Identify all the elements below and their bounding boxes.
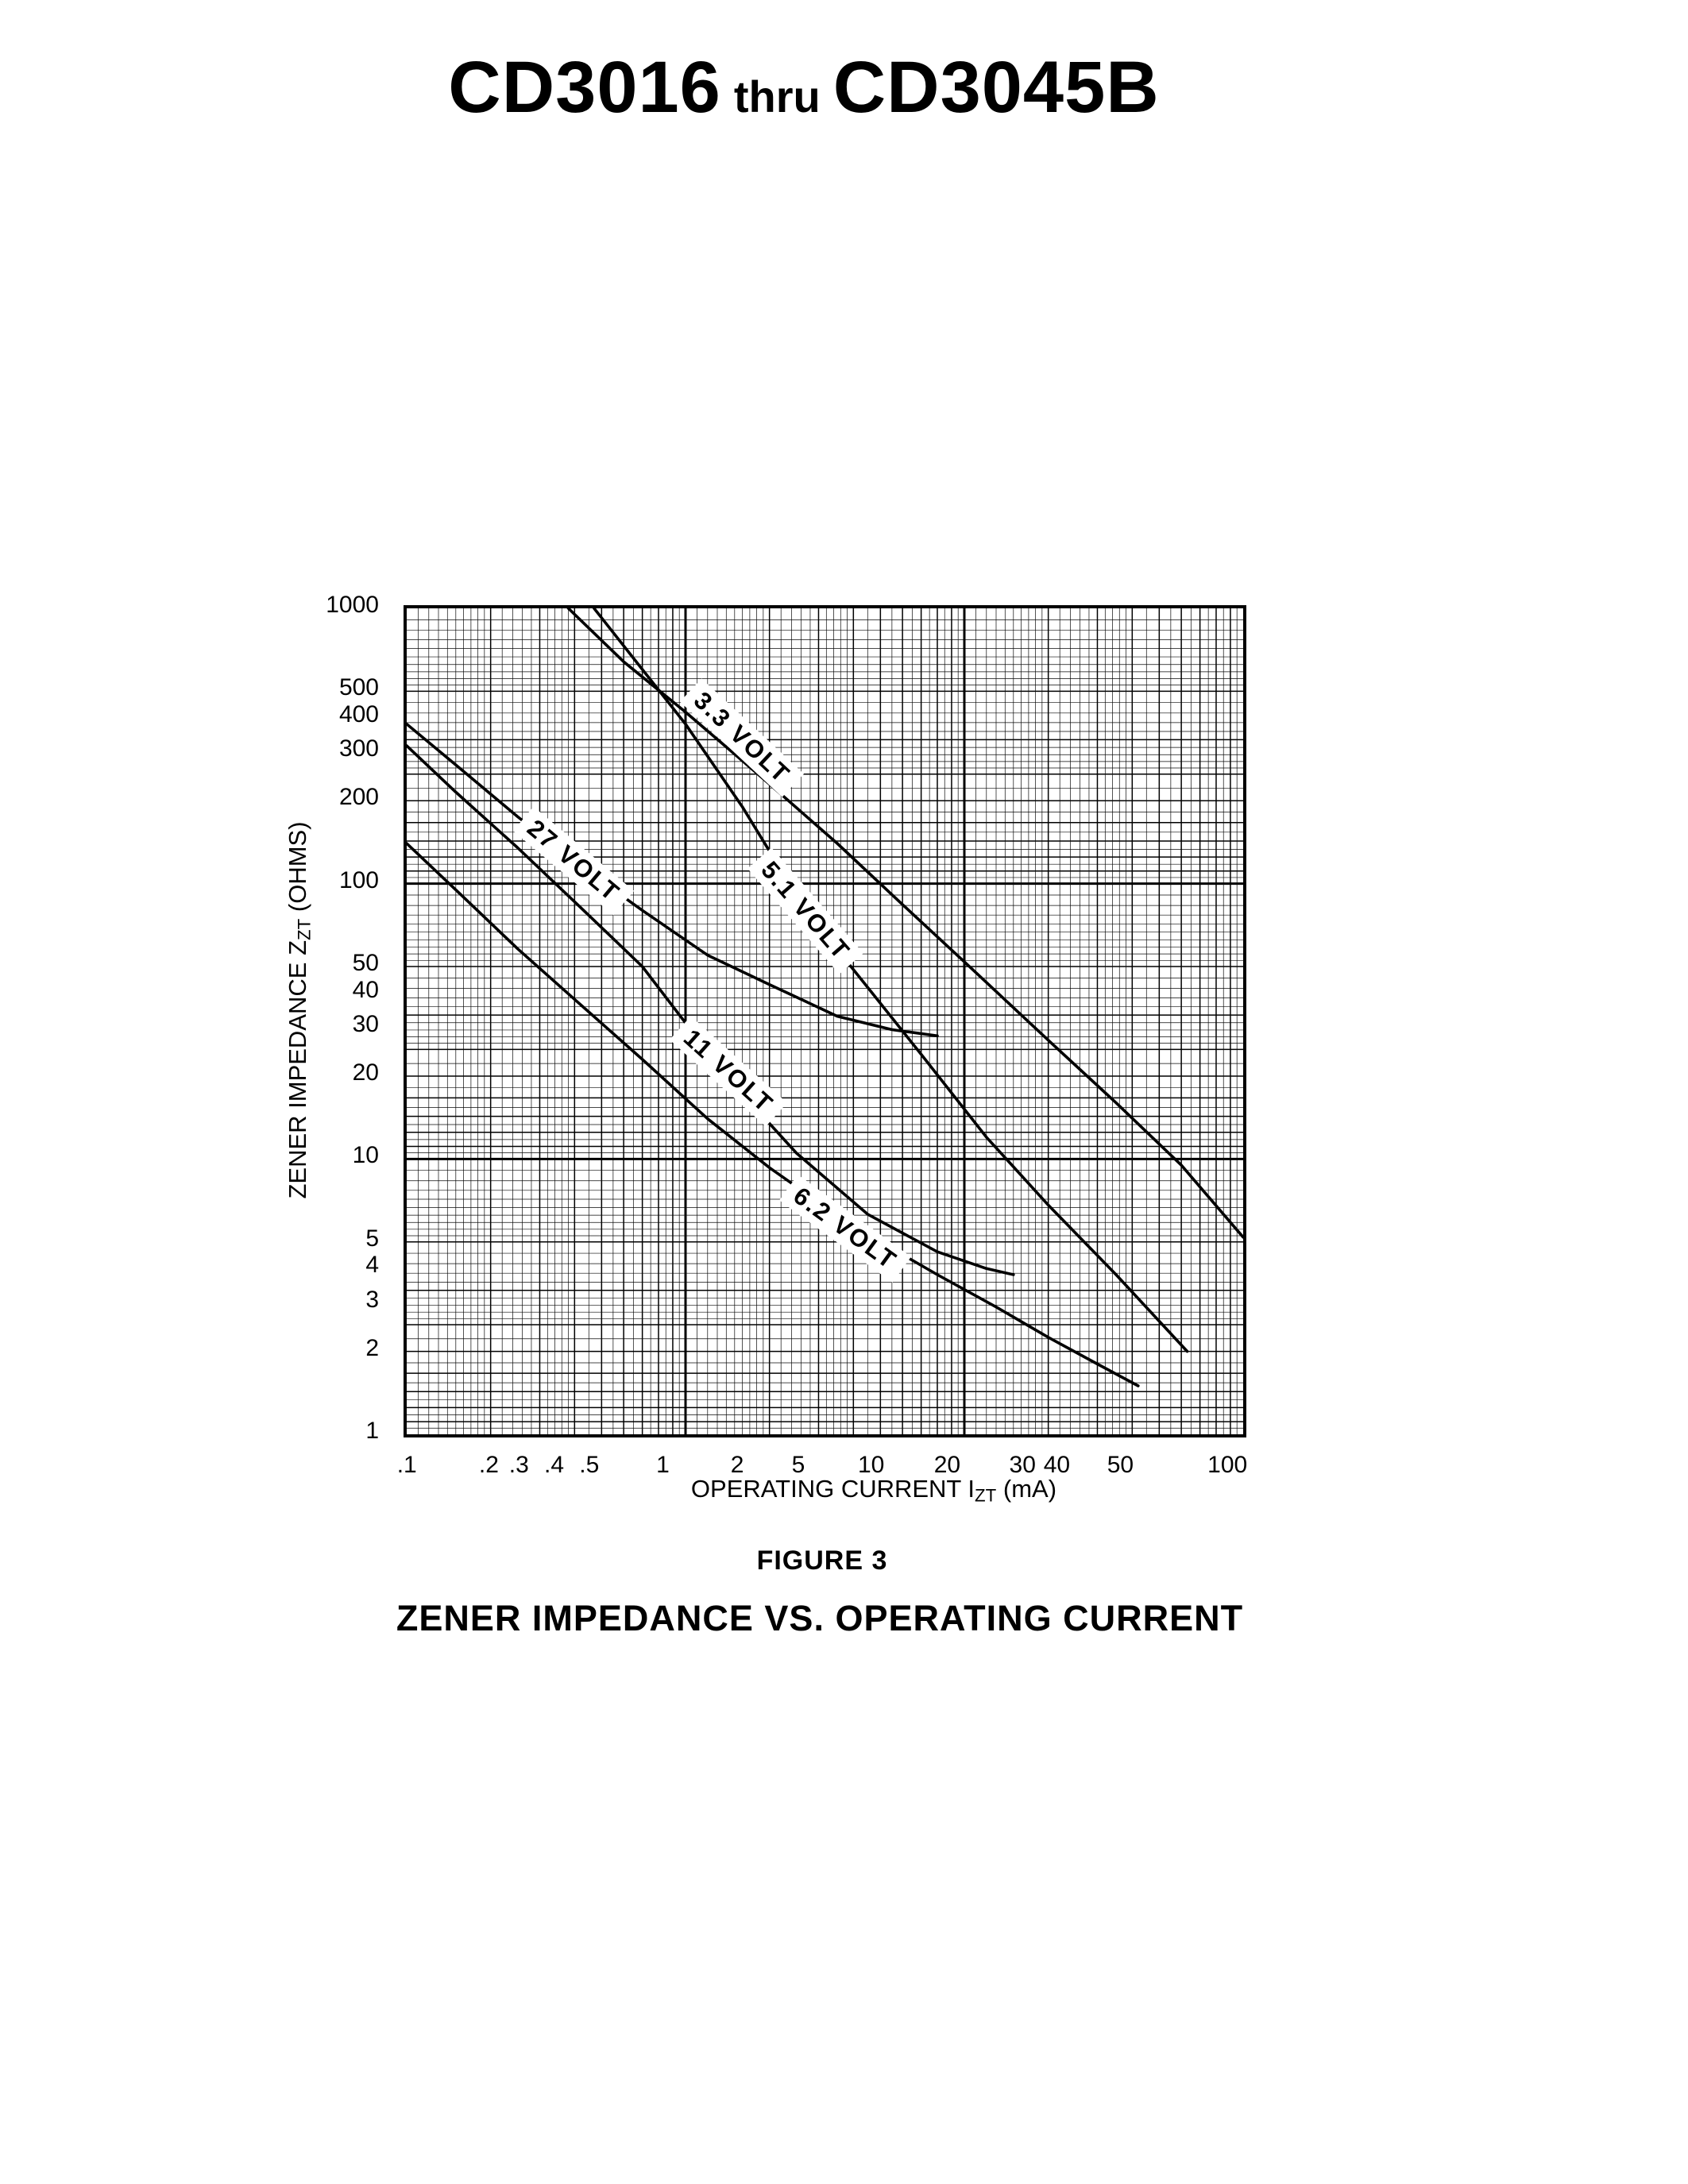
x-tick-label-p4: .4 — [544, 1452, 565, 1478]
x-tick-label-p2: .2 — [478, 1452, 499, 1478]
chart-plot-area: 3.3 VOLT 5.1 VOLT 27 VOLT 11 VOLT 6.2 VOLT — [404, 605, 1246, 1437]
x-tick-label-50: 50 — [1107, 1452, 1134, 1478]
curve-3-3-volt — [566, 608, 1243, 1239]
x-axis-label-units: (mA) — [996, 1475, 1057, 1503]
x-tick-label-p3: .3 — [508, 1452, 529, 1478]
curve-5-1-volt — [593, 608, 1189, 1353]
x-axis-ticks: .1 .2 .3 .4 .5 1 2 5 10 20 30 40 50 100 — [397, 1452, 1248, 1484]
y-tick-label-1000: 1000 — [326, 592, 379, 618]
y-axis-ticks: 1000 500 400 300 200 100 50 40 30 20 10 5 4 3 2 1 — [254, 592, 379, 1444]
x-tick-label-100: 100 — [1207, 1452, 1248, 1478]
x-tick-label-20: 20 — [933, 1452, 961, 1478]
x-tick-label-10: 10 — [857, 1452, 885, 1478]
x-tick-label-5: 5 — [791, 1452, 805, 1478]
y-tick-label-3: 3 — [365, 1286, 379, 1313]
y-tick-label-2: 2 — [365, 1334, 379, 1361]
y-tick-label-20: 20 — [352, 1059, 379, 1086]
y-tick-label-300: 300 — [338, 735, 379, 762]
x-tick-label-p1: .1 — [396, 1452, 417, 1478]
y-tick-label-50: 50 — [352, 950, 379, 977]
x-tick-label-40: 40 — [1043, 1452, 1071, 1478]
y-tick-label-40: 40 — [352, 976, 379, 1003]
log-log-grid-and-curves — [407, 608, 1243, 1434]
y-tick-label-200: 200 — [338, 784, 379, 811]
curve-27-volt — [407, 722, 939, 1038]
title-thru: thru — [733, 71, 821, 122]
y-tick-label-10: 10 — [352, 1142, 379, 1169]
y-tick-label-1: 1 — [365, 1418, 379, 1444]
x-axis-label: OPERATING CURRENT IZT (mA) — [556, 1475, 1192, 1507]
y-tick-label-5: 5 — [365, 1225, 379, 1252]
title-device-start: CD3016 — [448, 47, 721, 128]
x-tick-label-2: 2 — [730, 1452, 744, 1478]
y-tick-label-500: 500 — [338, 674, 379, 701]
y-tick-label-100: 100 — [338, 866, 379, 893]
figure-caption: ZENER IMPEDANCE VS. OPERATING CURRENT — [396, 1598, 1244, 1638]
curve-11-volt — [407, 744, 1015, 1276]
figure-number: FIGURE 3 — [756, 1545, 888, 1576]
x-tick-label-30: 30 — [1009, 1452, 1036, 1478]
x-axis-label-text: OPERATING CURRENT I — [690, 1475, 975, 1503]
y-tick-label-4: 4 — [365, 1252, 379, 1279]
y-tick-label-400: 400 — [338, 700, 379, 727]
x-tick-label-p5: .5 — [579, 1452, 600, 1478]
title-device-end: CD3045B — [832, 47, 1160, 128]
x-tick-label-1: 1 — [656, 1452, 670, 1478]
y-tick-label-30: 30 — [352, 1010, 379, 1037]
page-title: CD3016 thru CD3045B — [208, 46, 1400, 129]
x-axis-label-subscript: ZT — [975, 1485, 997, 1506]
